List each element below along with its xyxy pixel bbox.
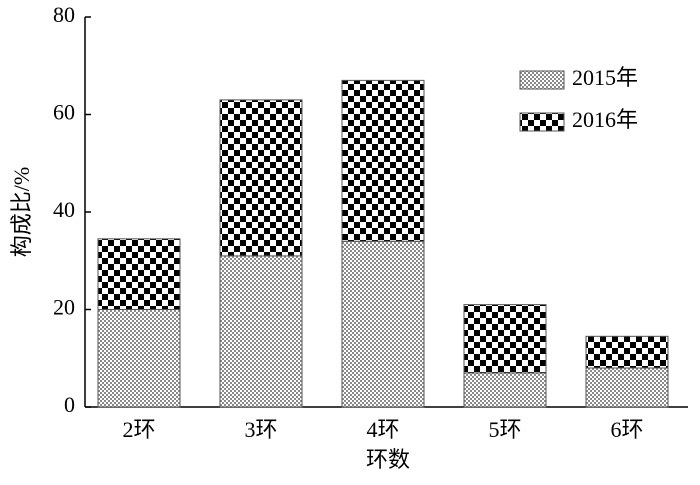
y-axis-label: 构成比/% bbox=[9, 167, 34, 257]
y-tick-label: 80 bbox=[53, 2, 75, 27]
bar-segment bbox=[341, 79, 425, 242]
bar-segment bbox=[585, 335, 669, 369]
x-tick-label: 4环 bbox=[366, 417, 399, 442]
legend-label: 2016年 bbox=[572, 107, 638, 132]
bar-segment bbox=[463, 304, 547, 374]
bar-segment bbox=[97, 238, 181, 310]
legend-label: 2015年 bbox=[572, 65, 638, 90]
legend-swatch bbox=[519, 112, 565, 132]
bar-segment bbox=[97, 309, 181, 408]
x-tick-label: 2环 bbox=[122, 417, 155, 442]
y-tick-label: 20 bbox=[53, 295, 75, 320]
x-tick-label: 5环 bbox=[488, 417, 521, 442]
x-tick-label: 3环 bbox=[244, 417, 277, 442]
x-axis-label: 环数 bbox=[366, 447, 410, 472]
bar-segment bbox=[585, 367, 669, 408]
bar-segment bbox=[463, 372, 547, 408]
bar-segment bbox=[341, 240, 425, 408]
y-tick-label: 60 bbox=[53, 100, 75, 125]
legend-swatch bbox=[519, 70, 565, 90]
bar-segment bbox=[219, 99, 303, 257]
x-tick-label: 6环 bbox=[610, 417, 643, 442]
y-tick-label: 0 bbox=[64, 392, 75, 417]
bar-segment bbox=[219, 255, 303, 408]
y-tick-label: 40 bbox=[53, 197, 75, 222]
